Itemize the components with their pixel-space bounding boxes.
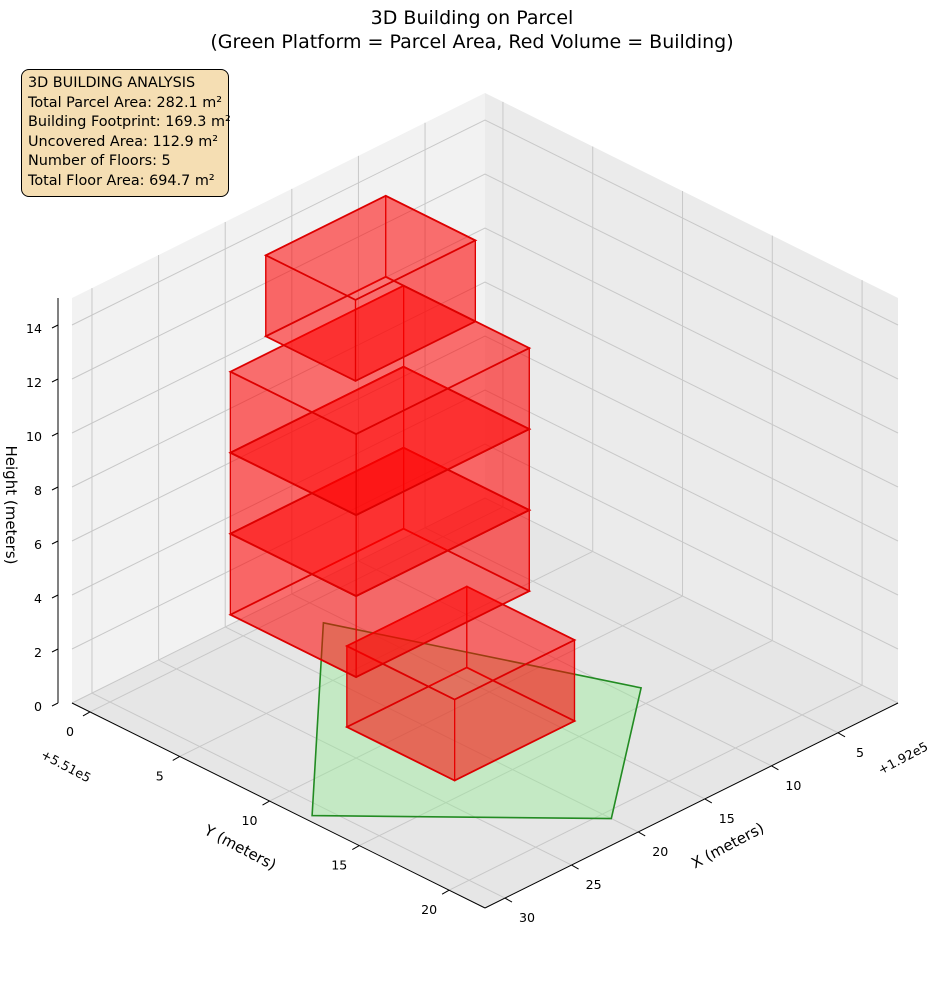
- floor-1-bottom: [344, 666, 577, 782]
- chart-title: 3D Building on Parcel (Green Platform = …: [0, 6, 944, 54]
- z-tick-label-3: 6: [34, 537, 42, 552]
- x-tick-label-1: 10: [785, 778, 801, 793]
- grid-y-floor-2: [269, 595, 683, 802]
- analysis-info-box: 3D BUILDING ANALYSIS Total Parcel Area: …: [21, 69, 231, 197]
- z-tick-1: [51, 648, 59, 653]
- grid-z-6: [71, 173, 899, 380]
- x-tick-label-4: 25: [586, 877, 602, 892]
- z-tick-label-0: 0: [34, 699, 42, 714]
- z-tick-label-5: 10: [26, 429, 42, 444]
- parcel-platform: [311, 621, 643, 820]
- y-tick-label-3: 15: [331, 858, 347, 873]
- floor-4-top: [228, 284, 532, 436]
- grid-z-2: [71, 389, 899, 596]
- y-tick-1: [172, 756, 180, 761]
- y-tick-label-1: 5: [156, 768, 164, 783]
- floor-5-bottom: [263, 275, 478, 382]
- x-tick-label-5: 30: [519, 910, 535, 925]
- y-tick-4: [441, 889, 450, 895]
- grid-y-floor-4: [448, 684, 863, 891]
- x-tick-label-0: 5: [856, 745, 864, 760]
- x-tick-label-2: 15: [719, 811, 735, 826]
- z-tick-label-2: 4: [34, 591, 42, 606]
- x-offset-label: +1.92e5: [875, 739, 930, 778]
- z-tick-0: [51, 702, 59, 707]
- grid-z-4: [71, 281, 899, 488]
- y-tick-3: [352, 845, 360, 851]
- pane-yz: [485, 93, 898, 703]
- grid-y-floor-3: [359, 640, 773, 847]
- z-tick-label-7: 14: [26, 321, 42, 336]
- pane-xz: [72, 93, 485, 703]
- grid-x-floor-3: [224, 626, 639, 833]
- floor-5-top: [263, 194, 478, 301]
- x-tick-4: [571, 864, 579, 870]
- floor-2-bottom: [228, 527, 532, 679]
- chart-title-line2: (Green Platform = Parcel Area, Red Volum…: [210, 31, 734, 53]
- info-line-uncovered: Uncovered Area: 112.9 m²: [28, 133, 219, 150]
- grid-z-3: [71, 335, 899, 542]
- x-tick-label-3: 20: [652, 844, 668, 859]
- y-tick-label-2: 10: [242, 813, 258, 828]
- z-tick-label-4: 8: [34, 483, 42, 498]
- x-tick-1: [771, 765, 779, 771]
- y-tick-label-4: 20: [421, 902, 437, 917]
- grid-y-floor-0: [89, 506, 504, 713]
- x-tick-0: [837, 732, 846, 738]
- y-tick-2: [262, 800, 270, 806]
- x-axis-line: [484, 702, 899, 909]
- z-tick-label-1: 2: [34, 645, 42, 660]
- y-axis-label: Y (meters): [201, 821, 280, 874]
- floor-1-top: [344, 585, 577, 701]
- info-line-floors: Number of Floors: 5: [28, 153, 171, 170]
- grid-z-0: [71, 497, 899, 704]
- z-tick-7: [51, 324, 59, 329]
- z-tick-5: [51, 432, 59, 437]
- grid-z-1: [71, 443, 899, 650]
- y-axis-line: [71, 702, 486, 909]
- info-heading: 3D BUILDING ANALYSIS: [28, 75, 196, 91]
- y-tick-0: [82, 711, 91, 717]
- z-axis-label: Height (meters): [2, 446, 20, 565]
- floor-3-bottom: [228, 446, 532, 598]
- z-tick-4: [51, 486, 59, 491]
- grid-y-floor-1: [179, 551, 593, 757]
- info-line-footprint: Building Footprint: 169.3 m²: [28, 114, 231, 131]
- z-tick-3: [51, 540, 59, 545]
- grid-z-5: [71, 227, 899, 434]
- z-tick-label-6: 12: [26, 375, 42, 390]
- x-tick-2: [704, 798, 713, 804]
- grid-z-7: [71, 119, 899, 326]
- z-tick-6: [51, 378, 59, 383]
- y-offset-label: +5.51e5: [39, 747, 94, 786]
- grid-x-floor-2: [291, 593, 706, 800]
- floor-4-bottom: [228, 365, 532, 517]
- grid-x-floor-5: [91, 692, 506, 899]
- info-line-floor-area: Total Floor Area: 694.7 m²: [28, 172, 215, 189]
- y-tick-label-0: 0: [66, 724, 74, 739]
- z-tick-2: [51, 594, 59, 599]
- grid-x-floor-1: [358, 560, 772, 767]
- x-tick-5: [504, 897, 513, 903]
- grid-x-floor-0: [424, 527, 839, 734]
- chart-title-line1: 3D Building on Parcel: [370, 7, 574, 29]
- grid-x-floor-4: [158, 659, 572, 866]
- info-line-parcel-area: Total Parcel Area: 282.1 m²: [28, 94, 223, 111]
- x-axis-label: X (meters): [688, 819, 767, 872]
- x-tick-3: [637, 831, 646, 837]
